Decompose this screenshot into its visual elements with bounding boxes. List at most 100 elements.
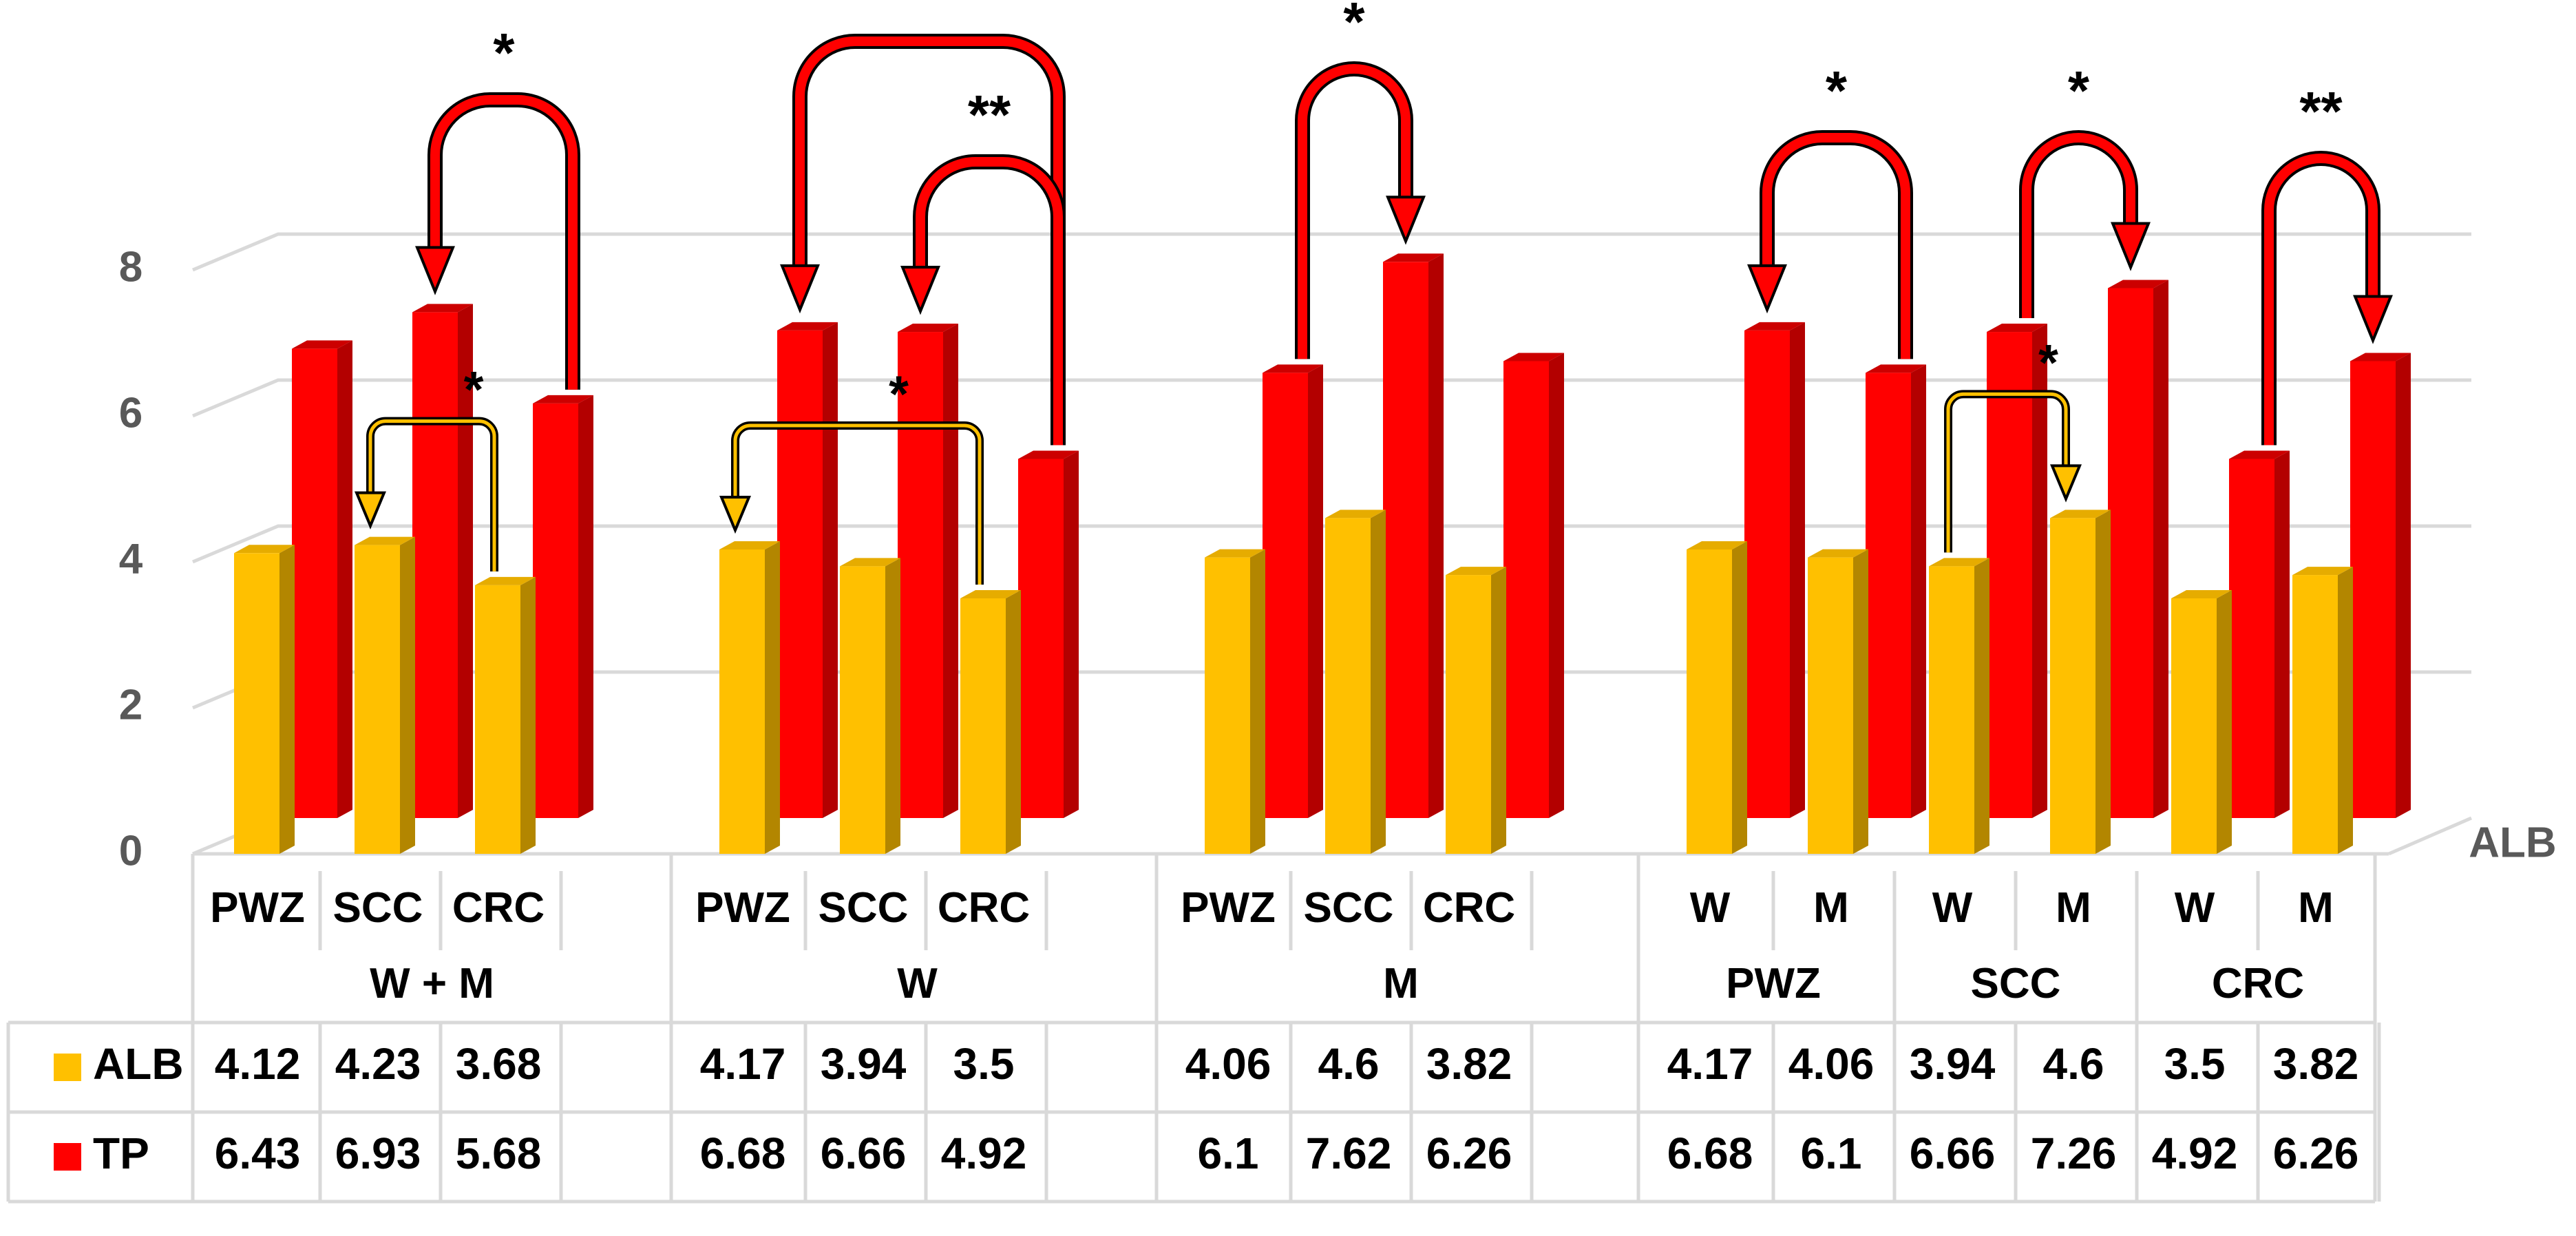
- tp-value: 6.43: [215, 1129, 301, 1178]
- alb-bar: [1325, 518, 1371, 854]
- arrow-body: [430, 95, 578, 390]
- tp-bar-group: [2350, 353, 2411, 818]
- alb-value: 3.94: [1910, 1039, 1996, 1089]
- alb-bar: [960, 598, 1006, 854]
- alb-bar: [2050, 518, 2095, 854]
- tp-bar: [2108, 288, 2153, 818]
- alb-value: 4.17: [1667, 1039, 1753, 1089]
- alb-bar-top: [1325, 510, 1386, 519]
- arrow-body: [916, 157, 1063, 446]
- arrow-body: [795, 36, 1063, 446]
- tp-bar-group: [292, 340, 352, 818]
- y-tick-label: 8: [119, 243, 142, 291]
- category-label: CRC: [452, 884, 545, 932]
- tp-bar-side: [2396, 353, 2411, 818]
- alb-bar-side: [520, 576, 536, 854]
- tp-value: 7.26: [2031, 1129, 2117, 1178]
- floor-line: [2388, 816, 2472, 856]
- alb-bar-side: [1732, 541, 1747, 854]
- tp-bar-group: [1383, 253, 1444, 818]
- tp-bar-side: [2274, 450, 2290, 818]
- alb-bar-side: [2217, 590, 2232, 854]
- significance-arrow: [2019, 129, 2151, 319]
- tp-bar-top: [533, 395, 593, 404]
- alb-bar-side: [1371, 510, 1386, 854]
- alb-value: 4.6: [2043, 1039, 2104, 1089]
- alb-value: 4.17: [700, 1039, 786, 1089]
- tp-value: 6.1: [1801, 1129, 1862, 1178]
- alb-bar: [1687, 549, 1732, 854]
- tp-bar-top: [2229, 450, 2290, 459]
- tp-bar-side: [1911, 364, 1926, 818]
- alb-bar-side: [1853, 549, 1868, 854]
- arrow-head: [2353, 295, 2393, 344]
- tp-bar: [898, 332, 943, 818]
- tp-bar-side: [943, 324, 958, 818]
- alb-value: 4.23: [335, 1039, 421, 1089]
- depth-axis-label: ALB: [2469, 819, 2556, 866]
- category-label: W: [1932, 884, 1973, 932]
- tp-value: 6.68: [700, 1129, 786, 1178]
- significance-label: *: [493, 22, 515, 83]
- tp-bar: [1866, 373, 1911, 818]
- group-label: M: [1383, 960, 1419, 1007]
- tp-value: 6.93: [335, 1129, 421, 1178]
- alb-bar-group: [840, 558, 900, 854]
- tp-bar-side: [823, 322, 838, 818]
- arrow-body: [2022, 132, 2135, 319]
- tp-bar-side: [2032, 324, 2047, 818]
- alb-value: 4.06: [1185, 1039, 1271, 1089]
- gridline: [192, 232, 2471, 272]
- alb-bar-group: [1808, 549, 1868, 854]
- alb-bar: [1808, 557, 1853, 854]
- alb-bar-top: [2292, 567, 2353, 576]
- tp-bar-side: [1549, 353, 1564, 818]
- group-label: W: [897, 960, 938, 1007]
- tp-value: 6.68: [1667, 1129, 1753, 1178]
- alb-bar-group: [719, 541, 780, 854]
- alb-value: 3.5: [953, 1039, 1015, 1089]
- alb-bar-side: [1006, 590, 1021, 854]
- tp-bar: [292, 348, 337, 818]
- tp-bar: [1503, 361, 1549, 818]
- alb-bar-group: [1205, 549, 1265, 854]
- alb-bar-side: [400, 536, 415, 854]
- alb-value: 4.6: [1318, 1039, 1380, 1089]
- arrow-body: [1298, 63, 1411, 359]
- tp-bar-top: [1744, 322, 1805, 331]
- alb-bar: [719, 549, 765, 854]
- category-label: PWZ: [1181, 884, 1276, 932]
- alb-bar-group: [1687, 541, 1747, 854]
- alb-bar-top: [234, 545, 295, 554]
- tp-bar-group: [1866, 364, 1926, 818]
- tp-bar: [2350, 361, 2396, 818]
- tp-bar-group: [1018, 450, 1079, 818]
- significance-arrow: [1944, 390, 2082, 553]
- legend-label-tp: TP: [93, 1129, 149, 1178]
- alb-bar-side: [2095, 510, 2111, 854]
- category-label: SCC: [1304, 884, 1394, 932]
- alb-bar-side: [279, 545, 295, 854]
- alb-bar-side: [1250, 549, 1265, 854]
- significance-arrow: [1747, 130, 1913, 359]
- tp-bar-top: [292, 340, 352, 349]
- tp-value: 6.26: [1426, 1129, 1512, 1178]
- tp-bar-side: [1790, 322, 1805, 818]
- alb-bar-group: [1929, 558, 1989, 854]
- tp-bar-top: [1263, 364, 1323, 373]
- alb-value: 4.06: [1788, 1039, 1875, 1089]
- tp-bar-group: [2229, 450, 2290, 818]
- arrow-body: [733, 423, 982, 585]
- alb-bar: [840, 566, 885, 854]
- tp-bar: [1383, 262, 1428, 818]
- alb-bar-group: [1446, 567, 1506, 854]
- category-label: M: [1813, 884, 1849, 932]
- tp-bar: [1263, 373, 1308, 818]
- gridline: [192, 524, 2471, 564]
- legend-swatch-tp: [54, 1143, 81, 1171]
- alb-bar: [1446, 575, 1491, 854]
- category-label: W: [2175, 884, 2215, 932]
- group-label: W + M: [370, 960, 494, 1007]
- category-label: M: [2056, 884, 2091, 932]
